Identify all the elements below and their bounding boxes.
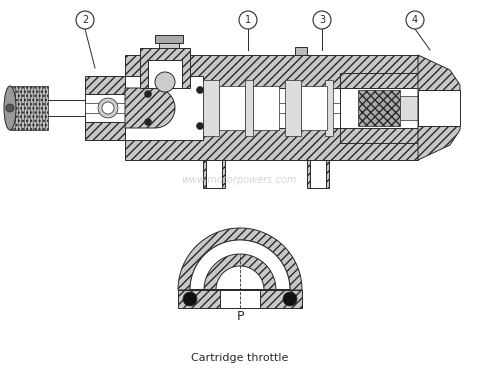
Polygon shape	[125, 76, 143, 140]
Polygon shape	[159, 43, 179, 55]
Circle shape	[196, 87, 204, 94]
Polygon shape	[310, 160, 326, 188]
Polygon shape	[178, 290, 302, 308]
Circle shape	[313, 11, 331, 29]
Polygon shape	[160, 46, 178, 58]
Circle shape	[283, 292, 297, 306]
Circle shape	[144, 118, 152, 125]
Polygon shape	[358, 90, 400, 126]
Polygon shape	[10, 86, 48, 130]
Text: 1: 1	[245, 15, 251, 25]
Circle shape	[98, 98, 118, 118]
Polygon shape	[245, 80, 253, 136]
Polygon shape	[125, 128, 418, 160]
Circle shape	[239, 11, 257, 29]
Polygon shape	[185, 76, 203, 140]
Polygon shape	[85, 76, 125, 140]
Polygon shape	[301, 86, 327, 130]
Polygon shape	[253, 86, 279, 130]
Polygon shape	[125, 55, 418, 88]
Polygon shape	[340, 88, 418, 128]
Polygon shape	[30, 100, 85, 116]
Circle shape	[144, 91, 152, 98]
Polygon shape	[85, 103, 415, 113]
Polygon shape	[220, 290, 260, 308]
Circle shape	[76, 11, 94, 29]
Polygon shape	[295, 47, 307, 55]
Polygon shape	[340, 73, 418, 143]
Text: 3: 3	[319, 15, 325, 25]
Polygon shape	[155, 35, 183, 43]
Polygon shape	[125, 76, 203, 140]
Polygon shape	[85, 94, 125, 122]
Polygon shape	[325, 80, 333, 136]
Text: www.motorpowers.com: www.motorpowers.com	[181, 175, 297, 185]
Text: 2: 2	[82, 15, 88, 25]
Polygon shape	[216, 266, 264, 290]
Polygon shape	[204, 254, 276, 290]
Polygon shape	[190, 240, 290, 290]
Circle shape	[183, 292, 197, 306]
Polygon shape	[400, 96, 418, 120]
Polygon shape	[307, 160, 329, 188]
Polygon shape	[178, 228, 302, 290]
Text: P: P	[236, 309, 244, 323]
Polygon shape	[206, 160, 222, 188]
Circle shape	[155, 72, 175, 92]
Polygon shape	[418, 55, 460, 160]
Polygon shape	[148, 60, 182, 88]
Polygon shape	[285, 80, 301, 136]
Circle shape	[406, 11, 424, 29]
Polygon shape	[219, 86, 245, 130]
Polygon shape	[203, 160, 225, 188]
Ellipse shape	[4, 86, 16, 130]
Polygon shape	[418, 90, 460, 126]
Circle shape	[102, 102, 114, 114]
Polygon shape	[203, 80, 219, 136]
Polygon shape	[155, 58, 183, 88]
Text: Cartridge throttle: Cartridge throttle	[191, 353, 289, 363]
Circle shape	[6, 104, 14, 112]
Circle shape	[196, 122, 204, 130]
Polygon shape	[125, 88, 418, 128]
Text: 4: 4	[412, 15, 418, 25]
Polygon shape	[125, 88, 175, 128]
Polygon shape	[140, 48, 190, 88]
